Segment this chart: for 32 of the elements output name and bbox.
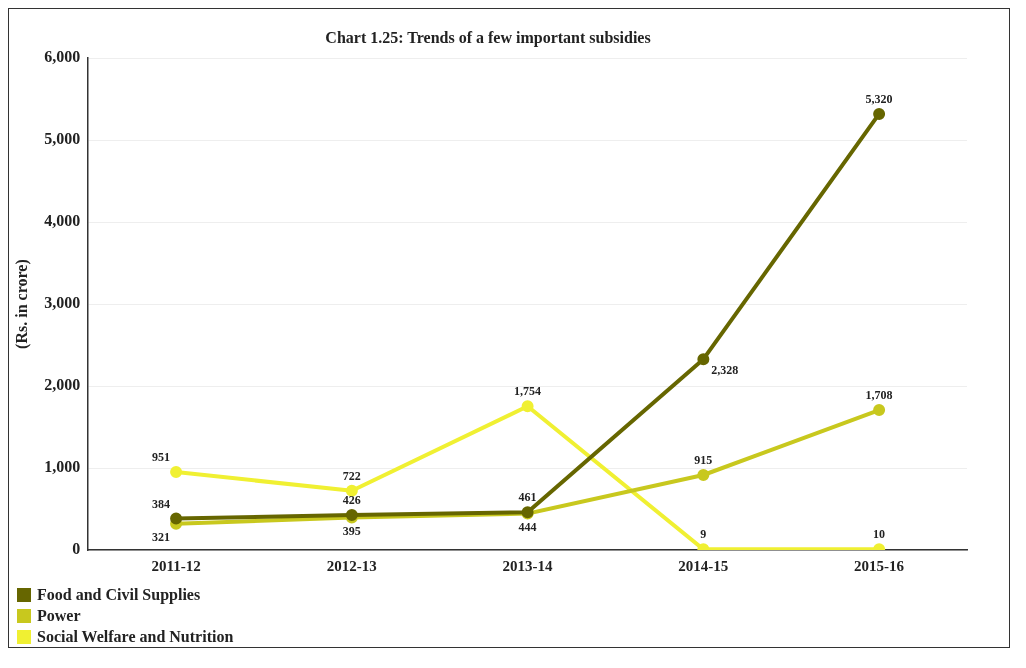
data-label: 426 <box>342 493 361 508</box>
data-label: 10 <box>873 527 886 542</box>
data-label: 951 <box>152 450 171 465</box>
y-axis-title: (Rs. in crore) <box>12 259 31 349</box>
y-tick-label: 0 <box>72 540 81 558</box>
data-label: 395 <box>342 523 361 538</box>
legend-label: Social Welfare and Nutrition <box>37 627 234 647</box>
data-label: 722 <box>342 468 361 483</box>
x-tick-label: 2012-13 <box>326 557 377 574</box>
y-tick-label: 4,000 <box>44 212 81 230</box>
legend-label: Food and Civil Supplies <box>37 585 201 605</box>
x-tick-label: 2013-14 <box>502 557 554 574</box>
data-label: 444 <box>518 519 537 534</box>
data-label: 321 <box>152 529 171 544</box>
data-label: 5,320 <box>865 92 893 107</box>
y-tick-label: 5,000 <box>44 130 81 148</box>
legend-label: Power <box>37 606 81 626</box>
x-tick-label: 2014-15 <box>678 557 729 574</box>
x-tick-label: 2015-16 <box>854 557 905 574</box>
y-tick-label: 1,000 <box>44 458 81 476</box>
y-tick-label: 3,000 <box>44 294 81 312</box>
y-tick-label: 6,000 <box>44 48 81 66</box>
data-label: 384 <box>152 496 171 511</box>
data-label: 2,328 <box>711 363 739 378</box>
x-tick-label: 2011-12 <box>151 557 201 574</box>
data-label: 1,708 <box>865 388 893 403</box>
data-label: 1,754 <box>514 384 542 399</box>
y-tick-label: 2,000 <box>44 376 81 394</box>
data-label: 461 <box>518 490 537 505</box>
chart-title: Chart 1.25: Trends of a few important subsidies <box>325 28 651 47</box>
data-label: 9 <box>700 527 707 542</box>
data-label: 915 <box>694 453 713 468</box>
